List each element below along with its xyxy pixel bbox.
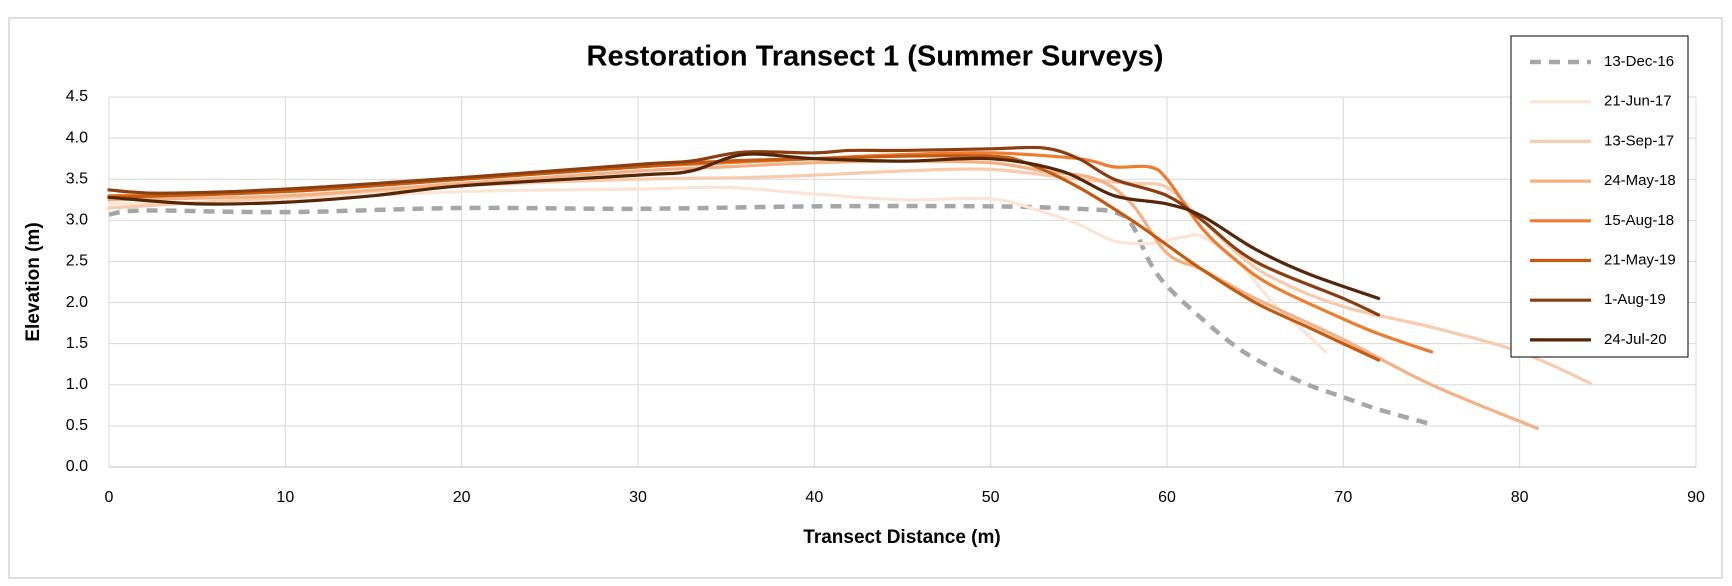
- y-tick-label: 1.5: [66, 335, 88, 352]
- legend-label: 15-Aug-18: [1604, 212, 1674, 229]
- y-tick-label: 1.0: [66, 376, 88, 393]
- legend-label: 21-Jun-17: [1604, 93, 1672, 110]
- series-line: [107, 152, 1381, 301]
- legend-label: 21-May-19: [1604, 251, 1676, 268]
- y-tick-label: 3.0: [66, 212, 88, 229]
- x-tick-label: 20: [453, 489, 471, 506]
- x-tick-label: 50: [982, 489, 1000, 506]
- legend-box: [1510, 35, 1689, 358]
- x-tick-label: 70: [1334, 489, 1352, 506]
- x-tick-label: 10: [276, 489, 294, 506]
- chart-frame: [8, 17, 1723, 579]
- x-tick-label: 90: [1687, 489, 1705, 506]
- series-line: [107, 145, 1381, 317]
- y-tick-label: 2.0: [66, 294, 88, 311]
- y-tick-label: 0.0: [66, 458, 88, 475]
- x-tick-label: 40: [805, 489, 823, 506]
- series-line: [108, 203, 1433, 427]
- x-tick-label: 80: [1511, 489, 1529, 506]
- y-tick-label: 4.0: [66, 129, 88, 146]
- series-line: [107, 159, 1539, 430]
- x-tick-label: 30: [629, 489, 647, 506]
- x-tick-label: 0: [105, 489, 114, 506]
- y-tick-label: 3.5: [66, 170, 88, 187]
- legend-label: 24-Jul-20: [1604, 331, 1667, 348]
- chart-title: Restoration Transect 1 (Summer Surveys): [587, 41, 1164, 73]
- x-tick-label: 60: [1158, 489, 1176, 506]
- legend-label: 1-Aug-19: [1604, 291, 1666, 308]
- y-tick-label: 2.5: [66, 253, 88, 270]
- x-axis-title: Transect Distance (m): [803, 527, 1000, 548]
- y-tick-label: 4.5: [66, 88, 88, 105]
- legend-label: 24-May-18: [1604, 172, 1676, 189]
- legend-label: 13-Dec-16: [1604, 53, 1674, 70]
- series-line: [107, 154, 1381, 362]
- y-axis-title: Elevation (m): [23, 222, 44, 341]
- legend-label: 13-Sep-17: [1604, 132, 1674, 149]
- y-tick-label: 0.5: [66, 417, 88, 434]
